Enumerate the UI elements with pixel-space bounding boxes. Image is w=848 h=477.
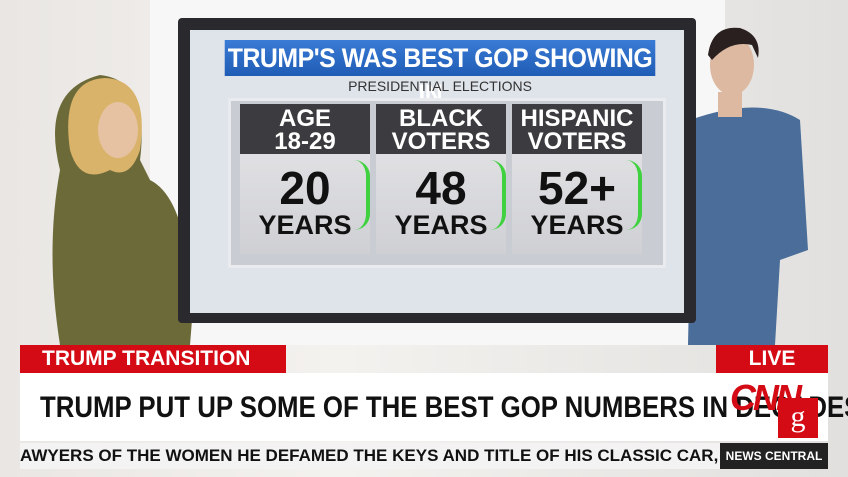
header-line: 18-29 xyxy=(274,128,336,155)
screen-title: TRUMP'S WAS BEST GOP SHOWING IN... xyxy=(224,40,656,109)
panel-header: AGE 18-29 xyxy=(240,104,370,154)
panel-unit: YEARS xyxy=(530,210,624,240)
show-name: NEWS CENTRAL xyxy=(720,443,828,469)
stat-panel: AGE 18-29 20 YEARS xyxy=(240,104,370,254)
section-tag: TRUMP TRANSITION xyxy=(20,345,286,373)
highlight-bracket xyxy=(626,160,642,230)
stat-panel: HISPANIC VOTERS 52+ YEARS xyxy=(512,104,642,254)
live-badge: LIVE xyxy=(716,345,828,373)
header-line: HISPANIC xyxy=(520,105,634,132)
headline: TRUMP PUT UP SOME OF THE BEST GOP NUMBER… xyxy=(40,391,848,424)
screen-subtitle: PRESIDENTIAL ELECTIONS xyxy=(348,78,532,94)
panel-unit: YEARS xyxy=(258,210,352,240)
panel-number: 52+ xyxy=(537,162,617,214)
header-line: BLACK xyxy=(399,105,483,132)
logo-badge: g xyxy=(778,398,818,438)
highlight-bracket xyxy=(354,160,370,230)
panel-header: HISPANIC VOTERS xyxy=(512,104,642,154)
stat-panel: BLACK VOTERS 48 YEARS xyxy=(376,104,506,254)
header-line: AGE xyxy=(278,105,331,132)
panel-number: 48 xyxy=(415,162,467,214)
headline-bar xyxy=(20,373,828,441)
panel-number: 20 xyxy=(279,162,331,214)
panel-unit: YEARS xyxy=(394,210,488,240)
ticker: AWYERS OF THE WOMEN HE DEFAMED THE KEYS … xyxy=(20,443,720,469)
highlight-bracket xyxy=(490,160,506,230)
panel-header: BLACK VOTERS xyxy=(376,104,506,154)
header-line: VOTERS xyxy=(391,128,491,155)
header-line: VOTERS xyxy=(527,128,627,155)
